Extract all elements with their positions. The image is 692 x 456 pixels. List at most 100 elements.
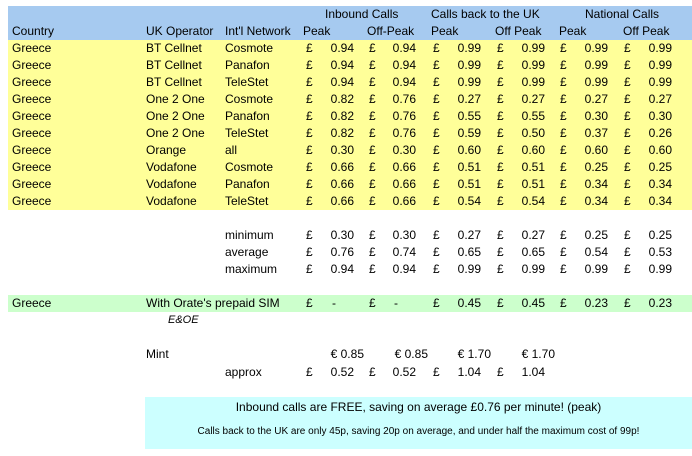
row-currency: £ — [497, 177, 504, 191]
row-value: 0.99 — [521, 75, 545, 89]
row-value: 0.94 — [330, 58, 354, 72]
row-currency: £ — [433, 160, 440, 174]
orate-value: 0.45 — [521, 296, 545, 310]
row-currency: £ — [433, 194, 440, 208]
row-currency: £ — [306, 160, 313, 174]
stat-value: 0.30 — [392, 228, 416, 242]
row-currency: £ — [306, 41, 313, 55]
stat-label: maximum — [225, 262, 278, 276]
row-country: Greece — [12, 143, 52, 157]
stat-currency: £ — [624, 245, 631, 259]
stat-currency: £ — [306, 245, 313, 259]
orate-country: Greece — [12, 296, 52, 310]
orate-label: With Orate's prepaid SIM — [146, 296, 280, 310]
row-currency: £ — [497, 143, 504, 157]
row-currency: £ — [624, 92, 631, 106]
mint-currency: £ — [369, 365, 376, 379]
mint-euro-value: € 1.70 — [457, 347, 491, 361]
row-currency: £ — [560, 58, 567, 72]
row-network: Cosmote — [225, 41, 274, 55]
row-value: 0.51 — [521, 177, 545, 191]
stat-value: 0.99 — [521, 262, 545, 276]
mint-label: Mint — [146, 347, 169, 361]
row-value: 0.99 — [521, 41, 545, 55]
orate-band — [8, 295, 692, 312]
row-value: 0.34 — [648, 177, 672, 191]
row-currency: £ — [624, 126, 631, 140]
header-national-peak: Peak — [559, 24, 587, 38]
stat-label: average — [225, 245, 269, 259]
orate-currency: £ — [497, 296, 504, 310]
stat-currency: £ — [306, 228, 313, 242]
stat-currency: £ — [306, 262, 313, 276]
mint-euro-value: € 0.85 — [330, 347, 364, 361]
eoe-note: E&OE — [168, 314, 199, 326]
row-currency: £ — [497, 126, 504, 140]
row-value: 0.60 — [648, 143, 672, 157]
row-value: 0.66 — [330, 194, 354, 208]
orate-value: 0.23 — [584, 296, 608, 310]
row-currency: £ — [497, 194, 504, 208]
stat-currency: £ — [433, 245, 440, 259]
header-group-calls-back: Calls back to the UK — [431, 7, 540, 21]
stat-currency: £ — [369, 262, 376, 276]
row-country: Greece — [12, 92, 52, 106]
message-calls-back: Calls back to the UK are only 45p, savin… — [197, 426, 640, 437]
row-currency: £ — [433, 143, 440, 157]
row-value: 0.94 — [330, 41, 354, 55]
row-country: Greece — [12, 41, 52, 55]
row-currency: £ — [369, 75, 376, 89]
row-value: 0.82 — [330, 92, 354, 106]
row-value: 0.27 — [584, 92, 608, 106]
row-value: 0.34 — [584, 194, 608, 208]
stat-value: 0.94 — [330, 262, 354, 276]
row-value: 0.99 — [648, 75, 672, 89]
row-value: 0.51 — [521, 160, 545, 174]
row-currency: £ — [369, 126, 376, 140]
stat-value: 0.94 — [392, 262, 416, 276]
header-group-inbound: Inbound Calls — [325, 7, 399, 21]
mint-euro-value: € 0.85 — [394, 347, 428, 361]
row-value: 0.25 — [648, 160, 672, 174]
header-band — [8, 6, 692, 40]
row-currency: £ — [433, 41, 440, 55]
row-value: 0.99 — [457, 75, 481, 89]
row-value: 0.99 — [457, 41, 481, 55]
row-value: 0.99 — [648, 41, 672, 55]
orate-value: - — [394, 296, 398, 310]
row-network: TeleStet — [225, 126, 269, 140]
row-value: 0.99 — [584, 41, 608, 55]
row-value: 0.94 — [392, 75, 416, 89]
header-callsback-peak: Peak — [431, 24, 459, 38]
row-network: TeleStet — [225, 194, 269, 208]
row-value: 0.94 — [392, 41, 416, 55]
row-currency: £ — [560, 109, 567, 123]
row-operator: Vodafone — [146, 160, 197, 174]
stat-value: 0.99 — [648, 262, 672, 276]
row-country: Greece — [12, 194, 52, 208]
row-currency: £ — [433, 75, 440, 89]
row-country: Greece — [12, 177, 52, 191]
row-currency: £ — [369, 160, 376, 174]
row-operator: BT Cellnet — [146, 41, 202, 55]
row-value: 0.66 — [392, 177, 416, 191]
stat-value: 0.30 — [330, 228, 354, 242]
operators-band — [8, 40, 692, 210]
row-value: 0.82 — [330, 126, 354, 140]
stat-currency: £ — [369, 228, 376, 242]
row-value: 0.94 — [392, 58, 416, 72]
row-currency: £ — [306, 194, 313, 208]
row-currency: £ — [306, 75, 313, 89]
stat-currency: £ — [497, 245, 504, 259]
mint-gbp-value: 1.04 — [521, 365, 545, 379]
row-country: Greece — [12, 160, 52, 174]
mint-gbp-value: 0.52 — [392, 365, 416, 379]
row-currency: £ — [560, 126, 567, 140]
row-operator: One 2 One — [146, 109, 205, 123]
row-currency: £ — [560, 75, 567, 89]
row-value: 0.76 — [392, 126, 416, 140]
row-value: 0.34 — [648, 194, 672, 208]
header-intl-network: Int'l Network — [225, 24, 291, 38]
row-value: 0.99 — [584, 58, 608, 72]
row-currency: £ — [306, 126, 313, 140]
